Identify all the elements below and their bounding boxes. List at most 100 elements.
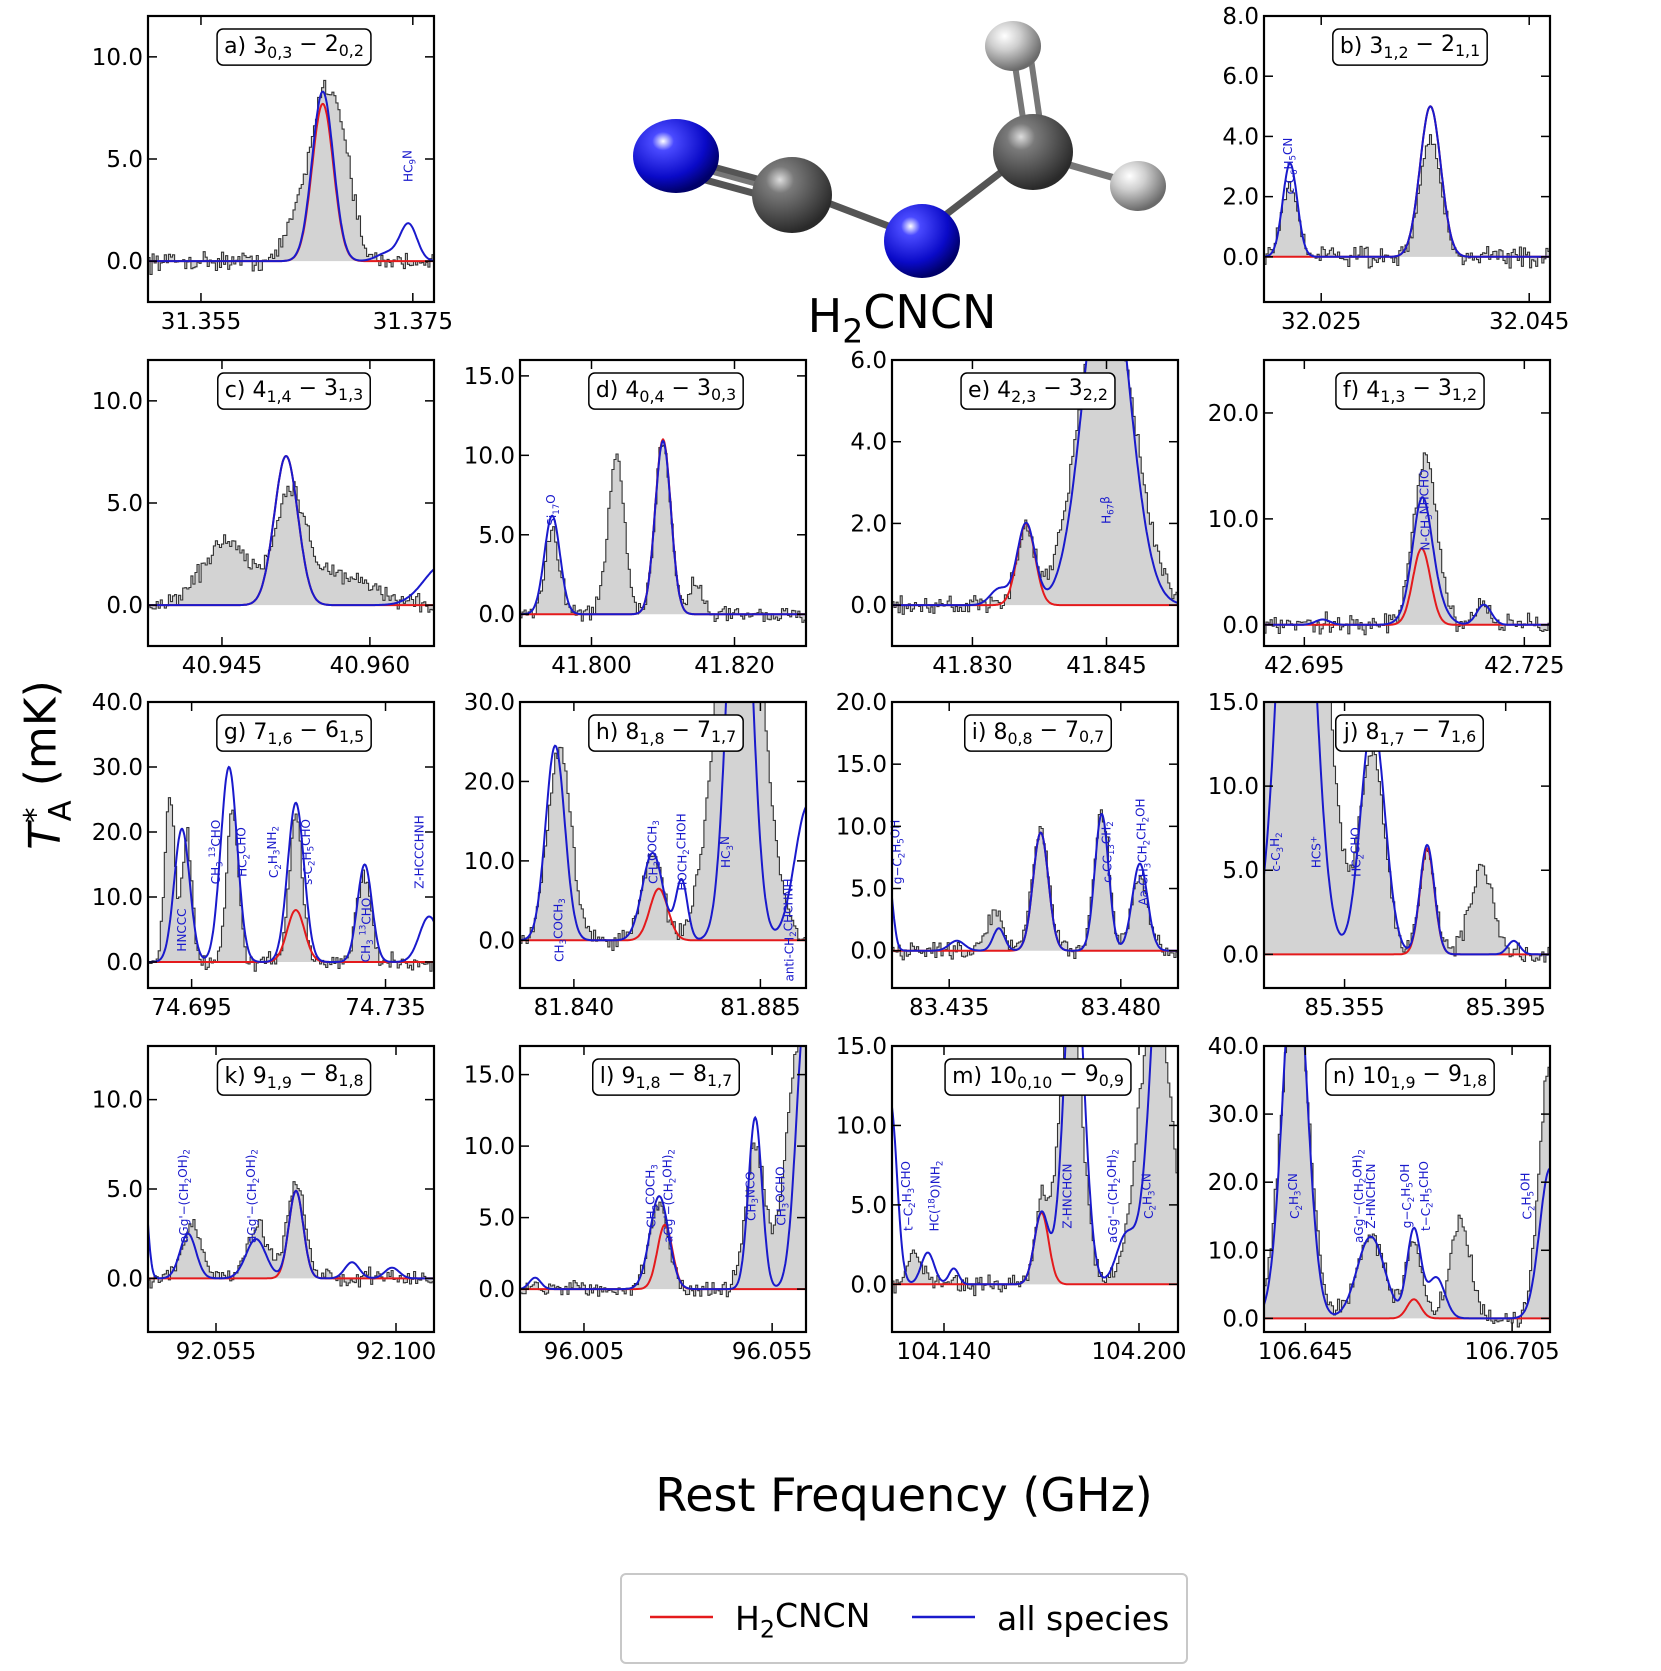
- species-label: CH3COCH3: [644, 1164, 662, 1228]
- species-label: CH3 13CHO: [208, 820, 226, 885]
- y-tick-label: 15.0: [464, 364, 515, 390]
- species-label: HC9N: [401, 150, 419, 182]
- y-tick-label: 15.0: [836, 752, 887, 778]
- panel-label: l) 91,8 − 81,7: [600, 1062, 732, 1092]
- y-tick-label: 20.0: [1208, 1170, 1259, 1196]
- observed-spectrum-fill: [148, 481, 434, 613]
- y-tick-label: 0.0: [106, 950, 143, 976]
- panel-label: i) 80,8 − 70,7: [972, 718, 1104, 748]
- y-tick-label: 20.0: [92, 820, 143, 846]
- hydrogen-atom-icon: [985, 21, 1041, 71]
- y-tick-label: 40.0: [1208, 1034, 1259, 1060]
- y-tick-label: 0.0: [106, 249, 143, 275]
- panel-label-box: [944, 1058, 1132, 1096]
- panel-frame: [518, 1044, 808, 1334]
- y-tick-label: 10.0: [836, 1113, 887, 1139]
- species-label: Si17O: [544, 494, 562, 525]
- molecule-label: H2CNCN: [808, 285, 997, 351]
- y-tick-label: 0.0: [478, 1277, 515, 1303]
- y-tick-label: 30.0: [1208, 1102, 1259, 1128]
- species-label: HCS+: [1309, 836, 1323, 868]
- panel-frame: [146, 700, 436, 990]
- y-tick-label: 4.0: [850, 430, 887, 456]
- observed-spectrum-fill: [1264, 452, 1550, 635]
- y-tick-label: 15.0: [836, 1034, 887, 1060]
- x-tick-label: 40.960: [330, 653, 410, 679]
- panel-m: t−C2H3CHO HC(18O)NH2 Z-HNCHCN aGg'−(CH2OH)2…: [836, 1034, 1187, 1365]
- x-tick-label: 74.735: [345, 995, 425, 1021]
- panel-label: n) 101,9 − 91,8: [1333, 1062, 1487, 1092]
- panel-label: e) 42,3 − 32,2: [968, 376, 1108, 406]
- y-tick-label: 0.0: [1222, 942, 1259, 968]
- species-label: Z-HNCHCN: [1061, 1163, 1075, 1228]
- y-tick-label: 30.0: [464, 690, 515, 716]
- series-all-species: [1264, 702, 1550, 956]
- panel-label: b) 31,2 − 21,1: [1340, 32, 1480, 62]
- observed-spectrum-fill: [520, 702, 806, 951]
- observed-spectrum: [148, 481, 434, 613]
- x-tick-label: 41.800: [551, 653, 631, 679]
- x-tick-label: 32.045: [1489, 309, 1569, 335]
- y-tick-label: 5.0: [478, 523, 515, 549]
- series-all-species: [892, 360, 1178, 607]
- species-label: aGg'−(CH2OH)2: [1351, 1149, 1369, 1243]
- species-label: N-CH3NHCHO: [1417, 469, 1435, 550]
- panel-label: h) 81,8 − 71,7: [596, 718, 736, 748]
- x-tick-label: 85.355: [1304, 995, 1384, 1021]
- y-tick-label: 6.0: [1222, 64, 1259, 90]
- x-tick-label: 41.820: [694, 653, 774, 679]
- y-tick-label: 2.0: [850, 511, 887, 537]
- carbon-atom-icon: [752, 157, 832, 233]
- x-tick-label: 31.375: [373, 309, 453, 335]
- hydrogen-atom-icon: [1110, 161, 1166, 211]
- panel-label-box: [1332, 28, 1488, 66]
- series-all-species: [1264, 105, 1550, 258]
- series-all-species: [1264, 496, 1550, 626]
- species-label: CH3 13CHO: [358, 898, 376, 963]
- series-all-species: [520, 1046, 802, 1291]
- y-tick-label: 10.0: [464, 849, 515, 875]
- carbon-atom-icon: [993, 114, 1073, 190]
- legend-label-all-species: all species: [997, 1599, 1169, 1638]
- x-tick-label: 106.705: [1465, 1339, 1560, 1365]
- panel-frame: [890, 1044, 1180, 1334]
- panel-k: aGg'−(CH2OH)2 aGg'−(CH2OH)2 92.055 92.100 0.…: [92, 1044, 436, 1365]
- series-all-species: [148, 1189, 434, 1280]
- species-label: c-C3H2: [1268, 832, 1286, 871]
- y-tick-label: 10.0: [1208, 1238, 1259, 1264]
- panel-e: H67β 41.830 41.845 0.0 2.0 4.0 6.0 e) 42,3 − 32…: [850, 348, 1180, 679]
- panel-b: c-C6H5CN 32.025 32.045 0.0 2.0 4.0 6.0 8.0 b) 31…: [1222, 4, 1569, 335]
- x-tick-label: 32.025: [1281, 309, 1361, 335]
- series-all-species: [148, 90, 434, 263]
- panel-frame: [518, 700, 808, 990]
- panel-label-box: [217, 372, 371, 410]
- observed-spectrum-fill: [148, 797, 434, 972]
- y-tick-label: 5.0: [106, 1177, 143, 1203]
- y-tick-label: 5.0: [850, 877, 887, 903]
- legend: H2CNCN all species: [620, 1573, 1188, 1664]
- observed-spectrum: [1330, 702, 1550, 963]
- panel-label-box: [1325, 1058, 1495, 1096]
- species-label: CH3COCH3: [645, 820, 663, 884]
- x-tick-label: 41.830: [932, 653, 1012, 679]
- series-all-species: [1264, 1046, 1550, 1320]
- panel-a: HC9N 31.355 31.375 0.0 5.0 10.0 a) 30,3 − 20,2: [92, 14, 453, 335]
- species-label: s-C2H5CHO: [299, 819, 318, 885]
- y-tick-label: 0.0: [1222, 613, 1259, 639]
- species-label: C2H3NH2: [265, 826, 284, 878]
- series-h2cncn: [1264, 847, 1550, 956]
- molecule-image: [633, 21, 1166, 278]
- x-tick-label: 92.100: [356, 1339, 436, 1365]
- species-label: C2H3CN: [1286, 1173, 1305, 1219]
- panel-label: f) 41,3 − 31,2: [1343, 376, 1477, 406]
- series-all-species: [148, 765, 434, 963]
- y-tick-label: 0.0: [106, 1266, 143, 1292]
- panel-label-box: [964, 714, 1112, 752]
- species-label: HC2CHO: [1349, 827, 1367, 877]
- y-tick-label: 40.0: [92, 690, 143, 716]
- x-tick-label: 85.395: [1465, 995, 1545, 1021]
- y-tick-label: 15.0: [464, 1063, 515, 1089]
- panel-c: 40.945 40.960 0.0 5.0 10.0 c) 41,4 − 31,3: [92, 358, 436, 679]
- x-tick-label: 92.055: [176, 1339, 256, 1365]
